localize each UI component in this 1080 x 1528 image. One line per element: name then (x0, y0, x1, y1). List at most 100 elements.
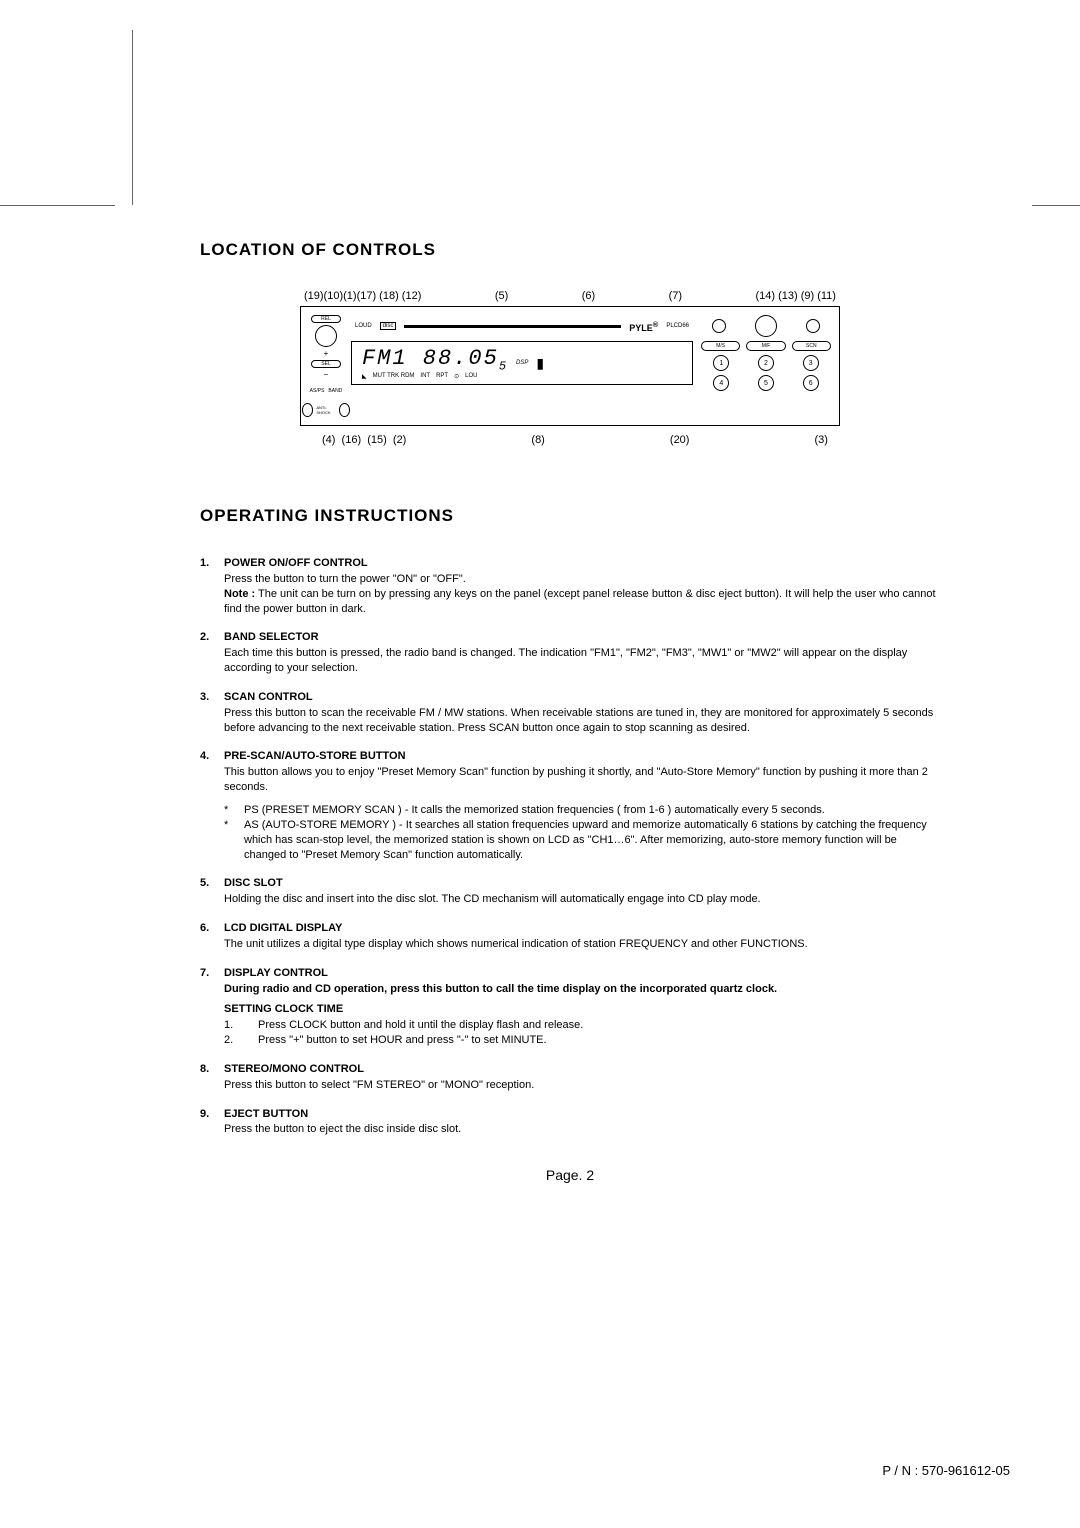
page-number: Page. 2 (200, 1167, 940, 1183)
antishock-label: ANTI-SHOCK (316, 405, 335, 415)
volume-knob (315, 325, 337, 347)
instruction-item: 6.LCD DIGITAL DISPLAYThe unit utilizes a… (200, 921, 940, 952)
dsp-label: DSP (516, 360, 528, 366)
numbered-text: Press "+" button to set HOUR and press "… (258, 1033, 547, 1048)
brand-label: PYLE® (629, 320, 658, 333)
tune-knob (755, 315, 777, 337)
bullet-text: PS (PRESET MEMORY SCAN ) - It calls the … (244, 803, 825, 818)
item-body: STEREO/MONO CONTROLPress this button to … (224, 1062, 940, 1093)
numbered-text: Press CLOCK button and hold it until the… (258, 1018, 583, 1033)
preset-buttons: 1 2 3 4 5 6 (701, 355, 831, 391)
item-body: DISPLAY CONTROLDuring radio and CD opera… (224, 966, 940, 1048)
ms-button: M/S (701, 341, 740, 351)
numbered-row: 2.Press "+" button to set HOUR and press… (224, 1033, 940, 1048)
item-bullets: *PS (PRESET MEMORY SCAN ) - It calls the… (224, 803, 940, 862)
bars-icon: ▮ (536, 355, 544, 372)
device-body: REL + SEL − AS/PS BAND ANTI-SHOCK (300, 306, 840, 426)
lcd-display: FM1 88.055 ◣ MUT TRK RDM INT RPT ⊙ LOU D… (351, 341, 693, 385)
asps-label: AS/PS (310, 388, 325, 394)
instruction-item: 9.EJECT BUTTONPress the button to eject … (200, 1107, 940, 1138)
numbered-marker: 2. (224, 1033, 258, 1048)
preset-button: 3 (803, 355, 819, 371)
scn-button: SCN (792, 341, 831, 351)
item-body: SCAN CONTROLPress this button to scan th… (224, 690, 940, 736)
item-title: DISC SLOT (224, 876, 940, 891)
instruction-item: 1.POWER ON/OFF CONTROLPress the button t… (200, 556, 940, 616)
item-number: 2. (200, 630, 224, 676)
item-number: 7. (200, 966, 224, 1048)
small-knob (339, 403, 350, 417)
small-knob (302, 403, 313, 417)
item-title: POWER ON/OFF CONTROL (224, 556, 940, 571)
eject-button (712, 319, 726, 333)
left-controls: REL + SEL − AS/PS BAND ANTI-SHOCK (309, 315, 343, 417)
instruction-item: 5.DISC SLOTHolding the disc and insert i… (200, 876, 940, 907)
item-number: 3. (200, 690, 224, 736)
item-title: PRE-SCAN/AUTO-STORE BUTTON (224, 749, 940, 764)
item-number: 4. (200, 749, 224, 862)
disc-label: disc (380, 322, 397, 330)
item-title: DISPLAY CONTROL (224, 966, 940, 981)
item-paragraph: Holding the disc and insert into the dis… (224, 892, 940, 907)
callout-label: (6) (582, 290, 595, 302)
instruction-list: 1.POWER ON/OFF CONTROLPress the button t… (200, 556, 940, 1137)
item-number: 1. (200, 556, 224, 616)
page-content: LOCATION OF CONTROLS (19)(10)(1)(17) (18… (200, 240, 940, 1183)
preset-button: 2 (758, 355, 774, 371)
bullet-row: *AS (AUTO-STORE MEMORY ) - It searches a… (224, 818, 940, 863)
item-paragraph: This button allows you to enjoy "Preset … (224, 765, 940, 795)
item-title: BAND SELECTOR (224, 630, 940, 645)
bullet-row: *PS (PRESET MEMORY SCAN ) - It calls the… (224, 803, 940, 818)
rel-button: REL (311, 315, 341, 323)
item-body: BAND SELECTOREach time this button is pr… (224, 630, 940, 676)
mf-button: M/F (746, 341, 785, 351)
item-number: 6. (200, 921, 224, 952)
instruction-item: 8.STEREO/MONO CONTROLPress this button t… (200, 1062, 940, 1093)
item-title: SCAN CONTROL (224, 690, 940, 705)
callout-label: (4) (16) (15) (2) (322, 434, 406, 446)
section-title-location: LOCATION OF CONTROLS (200, 240, 940, 260)
instruction-item: 3.SCAN CONTROLPress this button to scan … (200, 690, 940, 736)
margin-vline (132, 30, 133, 205)
instruction-item: 7.DISPLAY CONTROLDuring radio and CD ope… (200, 966, 940, 1048)
numbered-row: 1.Press CLOCK button and hold it until t… (224, 1018, 940, 1033)
preset-button: 5 (758, 375, 774, 391)
loud-label: LOUD (355, 323, 372, 329)
lcd-main-text: FM1 88.055 (362, 346, 508, 373)
bullet-marker: * (224, 818, 244, 863)
item-number: 9. (200, 1107, 224, 1138)
item-paragraph: Press the button to eject the disc insid… (224, 1122, 940, 1137)
item-subtitle: SETTING CLOCK TIME (224, 1002, 940, 1017)
item-body: POWER ON/OFF CONTROLPress the button to … (224, 556, 940, 616)
callout-label: (19)(10)(1)(17) (18) (12) (304, 290, 421, 302)
item-body: PRE-SCAN/AUTO-STORE BUTTONThis button al… (224, 749, 940, 862)
bullet-text: AS (AUTO-STORE MEMORY ) - It searches al… (244, 818, 940, 863)
callout-bottom: (4) (16) (15) (2) (8) (20) (3) (300, 434, 840, 446)
item-number: 5. (200, 876, 224, 907)
margin-hline-left (0, 205, 115, 206)
item-paragraph: Press the button to turn the power "ON" … (224, 572, 940, 587)
instruction-item: 4.PRE-SCAN/AUTO-STORE BUTTONThis button … (200, 749, 940, 862)
item-title: EJECT BUTTON (224, 1107, 940, 1122)
diagram-wrap: (19)(10)(1)(17) (18) (12) (5) (6) (7) (1… (200, 290, 940, 446)
part-number: P / N : 570-961612-05 (882, 1463, 1010, 1478)
callout-label: (14) (13) (9) (11) (755, 290, 835, 302)
disc-slot (404, 325, 621, 328)
item-paragraph: Press this button to scan the receivable… (224, 706, 940, 736)
callout-label: (20) (670, 434, 690, 446)
item-title: STEREO/MONO CONTROL (224, 1062, 940, 1077)
callout-label: (7) (669, 290, 682, 302)
preset-button: 1 (713, 355, 729, 371)
item-number: 8. (200, 1062, 224, 1093)
item-paragraph: Note : The unit can be turn on by pressi… (224, 587, 940, 617)
item-paragraph: Each time this button is pressed, the ra… (224, 646, 940, 676)
sel-button: SEL (311, 360, 341, 368)
item-bold-line: During radio and CD operation, press thi… (224, 982, 940, 997)
item-paragraph: Press this button to select "FM STEREO" … (224, 1078, 940, 1093)
right-controls: M/S M/F SCN 1 2 3 4 5 6 (701, 315, 831, 417)
item-body: DISC SLOTHolding the disc and insert int… (224, 876, 940, 907)
callout-top: (19)(10)(1)(17) (18) (12) (5) (6) (7) (1… (300, 290, 840, 302)
disc-slot-row: LOUD disc PYLE® PLCD66 (351, 315, 693, 337)
callout-label: (8) (531, 434, 544, 446)
callout-label: (5) (495, 290, 508, 302)
